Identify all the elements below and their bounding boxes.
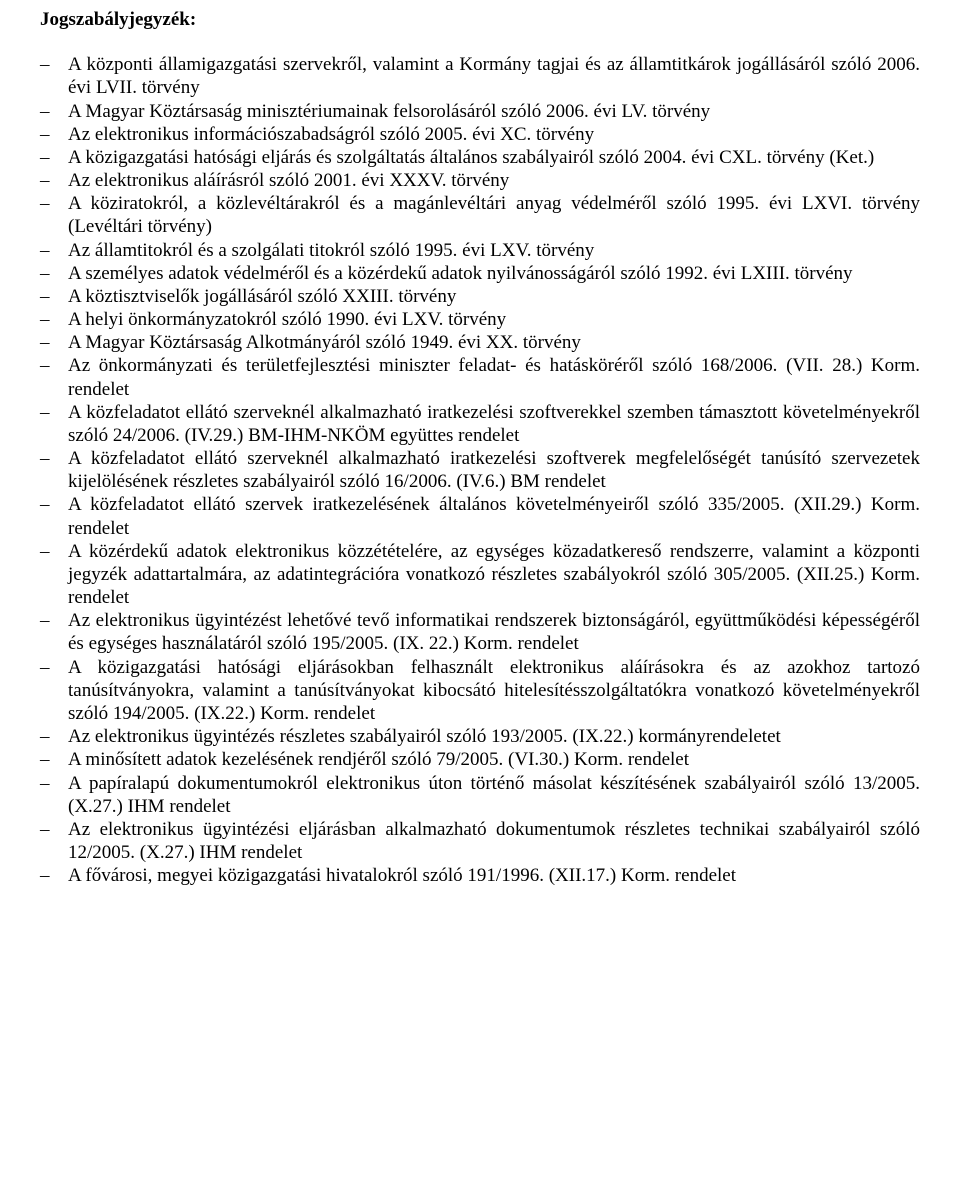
list-item: A közérdekű adatok elektronikus közzétét… [40,540,920,610]
list-item: Az elektronikus ügyintézést lehetővé tev… [40,609,920,655]
list-item: A fővárosi, megyei közigazgatási hivatal… [40,864,920,887]
list-item: A közfeladatot ellátó szervek iratkezelé… [40,493,920,539]
list-item: A személyes adatok védelméről és a közér… [40,262,920,285]
list-item: A közfeladatot ellátó szerveknél alkalma… [40,447,920,493]
list-item: A köztisztviselők jogállásáról szóló XXI… [40,285,920,308]
list-item: A Magyar Köztársaság minisztériumainak f… [40,100,920,123]
list-item: A papíralapú dokumentumokról elektroniku… [40,772,920,818]
list-item: Az elektronikus ügyintézés részletes sza… [40,725,920,748]
list-item: Az önkormányzati és területfejlesztési m… [40,354,920,400]
list-item: Az elektronikus információszabadságról s… [40,123,920,146]
list-item: A közfeladatot ellátó szerveknél alkalma… [40,401,920,447]
list-item: A köziratokról, a közlevéltárakról és a … [40,192,920,238]
law-list: A központi államigazgatási szervekről, v… [40,53,920,887]
list-item: Az államtitokról és a szolgálati titokró… [40,239,920,262]
list-item: A központi államigazgatási szervekről, v… [40,53,920,99]
list-item: A közigazgatási hatósági eljárásokban fe… [40,656,920,726]
list-item: A minősített adatok kezelésének rendjérő… [40,748,920,771]
list-item: Az elektronikus aláírásról szóló 2001. é… [40,169,920,192]
list-item: A Magyar Köztársaság Alkotmányáról szóló… [40,331,920,354]
list-item: Az elektronikus ügyintézési eljárásban a… [40,818,920,864]
list-item: A helyi önkormányzatokról szóló 1990. év… [40,308,920,331]
page-title: Jogszabályjegyzék: [40,8,920,31]
list-item: A közigazgatási hatósági eljárás és szol… [40,146,920,169]
